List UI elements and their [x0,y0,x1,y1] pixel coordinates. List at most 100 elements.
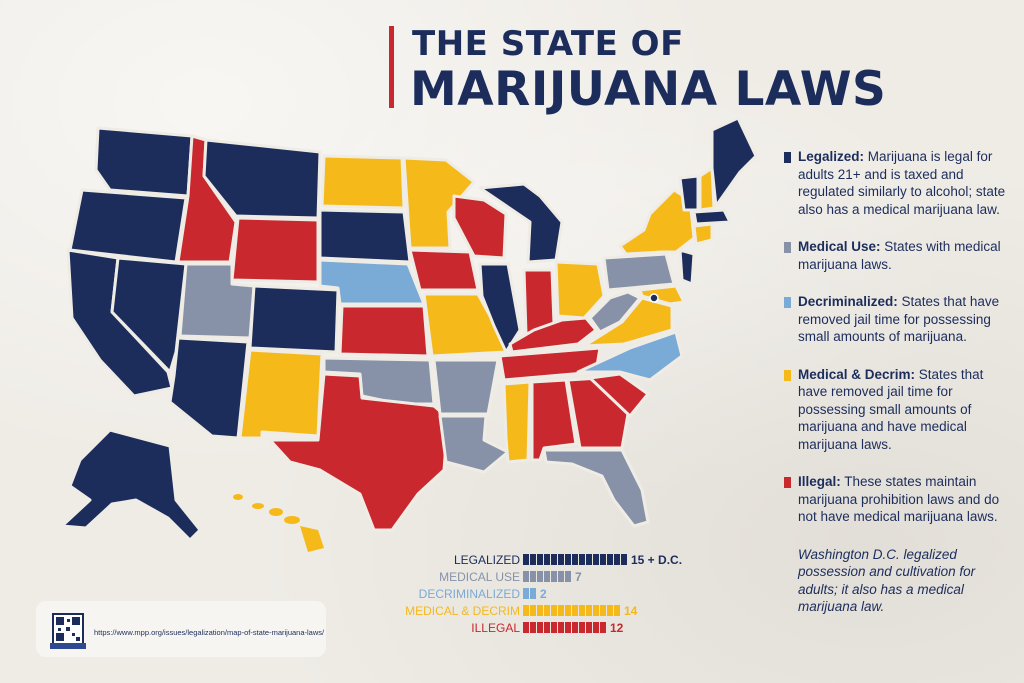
state-maryland [638,284,686,306]
bar-segment [586,605,592,616]
bar-row-decriminalized: DECRIMINALIZED 2 [330,587,730,601]
bar-segment [565,605,571,616]
dc-marker [649,293,659,303]
bar-segment [537,622,543,633]
state-florida [542,448,650,528]
legend-item-medical-decrim: Medical & Decrim: States that have remov… [784,366,1012,454]
state-minnesota [402,156,476,250]
bar-row-legalized: LEGALIZED 15 + D.C. [330,553,730,567]
source-box: https://www.mpp.org/issues/legalization/… [36,601,326,657]
state-iowa [408,248,480,292]
legend-term: Medical & Decrim: [798,366,916,382]
state-alaska [60,428,202,542]
dc-note: Washington D.C. legalized possession and… [798,546,976,615]
bar-segment [593,622,599,633]
state-hawaii [233,494,324,552]
qr-code-icon[interactable] [52,613,84,645]
bar-label: DECRIMINALIZED [418,587,520,601]
bar-segment [614,554,620,565]
state-arizona [168,336,250,440]
bar-segment [565,622,571,633]
bar [523,605,620,616]
state-maine [710,116,758,208]
legend-swatch [784,152,791,163]
bar-segment [523,571,529,582]
state-north-dakota [320,154,406,210]
bar-label: MEDICAL & DECRIM [405,604,520,618]
state-mississippi [502,380,532,464]
bar-segment [593,605,599,616]
legend-item-medical: Medical Use: States with medical marijua… [784,238,1012,273]
bar-segment [614,605,620,616]
bar-segment [530,605,536,616]
bar-segment [565,571,571,582]
bar-segment [523,605,529,616]
page-title: MARIJUANA LAWS [410,62,887,117]
legend-description: States that have removed jail time for p… [798,294,1000,344]
bar-segment [565,554,571,565]
bar [523,588,536,599]
bar-label: ILLEGAL [471,621,520,635]
state-kentucky [508,316,598,354]
bar-segment [579,605,585,616]
bar-value-label: 12 [610,621,624,635]
state-connecticut [692,222,714,246]
state-wyoming [230,216,320,284]
bar-value-label: 2 [540,587,547,601]
legend-swatch [784,297,791,308]
bar-segment [586,554,592,565]
bar-segment [551,554,557,565]
bar-label: LEGALIZED [453,553,520,567]
bar-segment [558,554,564,565]
state-ohio [554,260,606,320]
bar-segment [523,622,529,633]
state-pennsylvania [602,252,676,292]
state-alabama [530,378,578,462]
bar-row-medical-decrim: MEDICAL & DECRIM 14 [330,604,730,618]
bar-segment [572,554,578,565]
legend-description: Marijuana is legal for adults 21+ and is… [798,149,1006,217]
bar-segment [600,605,606,616]
state-oregon [68,188,188,264]
bar-segment [537,554,543,565]
bar-segment [593,554,599,565]
state-kansas [338,304,430,358]
legend-description: These states maintain marijuana prohibit… [798,474,1000,524]
bar-segment [530,588,536,599]
state-arkansas [432,358,500,416]
state-nebraska [318,258,426,306]
bar-segment [544,605,550,616]
legend-term: Medical Use: [798,239,881,254]
legend-term: Legalized: [798,149,865,164]
bar-segment [523,554,529,565]
bar-segment [544,554,550,565]
bar-value-label: 7 [575,570,582,584]
legend-item-illegal: Illegal: These states maintain marijuana… [784,473,1012,526]
state-michigan [478,182,564,264]
legend-item-legalized: Legalized: Marijuana is legal for adults… [784,148,1012,218]
bar-segment [558,605,564,616]
bar-segment [530,622,536,633]
bar [523,554,627,565]
title-line-1: THE STATE OF [412,24,684,64]
bar-segment [551,571,557,582]
bar-segment [572,622,578,633]
legend-item-decriminalized: Decriminalized: States that have removed… [784,293,1012,346]
bar-segment [579,554,585,565]
bar-segment [544,571,550,582]
state-new-jersey [678,248,696,286]
bar-segment [544,622,550,633]
bar-value-label: 15 + D.C. [631,553,683,567]
bar-segment [621,554,627,565]
state-massachusetts [692,208,732,226]
legend-term: Decriminalized: [798,294,898,309]
state-new-york [618,188,696,256]
bar-segment [607,554,613,565]
source-url[interactable]: https://www.mpp.org/issues/legalization/… [94,628,325,637]
bar-row-medical: MEDICAL USE 7 [330,570,730,584]
state-texas [268,372,450,532]
bar-segment [579,622,585,633]
state-vermont [678,174,700,212]
legend-swatch [784,242,791,253]
